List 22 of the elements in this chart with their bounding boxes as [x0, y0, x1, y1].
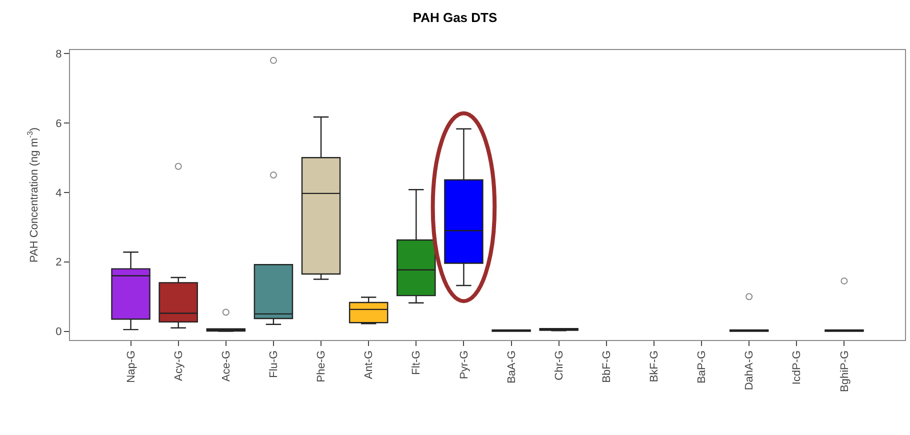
x-tick-label: BghiP-G: [838, 350, 851, 392]
chart-title: PAH Gas DTS: [412, 10, 498, 26]
x-tick-label: Ant-G: [363, 350, 376, 380]
x-tick-label: Flt-G: [410, 350, 423, 375]
x-tick-label: Phe-G: [316, 350, 328, 382]
y-tick-label: 2: [56, 256, 62, 269]
x-tick-label: BbF-G: [600, 350, 613, 383]
x-tick-label: Ace-G: [220, 350, 232, 382]
x-tick-label: Acy-G: [172, 350, 185, 381]
y-tick-label: 8: [56, 48, 62, 60]
y-tick-label: 0: [56, 326, 62, 338]
x-tick-label: IcdP-G: [791, 350, 804, 385]
x-tick-label: BaP-G: [696, 350, 708, 384]
x-tick-label: Pyr-G: [458, 350, 470, 380]
y-tick-label: 6: [56, 118, 62, 130]
x-tick-label: Chr-G: [553, 350, 566, 380]
x-tick-label: BkF-G: [648, 350, 661, 382]
y-tick-label: 4: [56, 187, 62, 200]
x-tick-label: Nap-G: [125, 350, 138, 383]
x-tick-label: DahA-G: [744, 350, 756, 390]
x-tick-label: BaA-G: [506, 350, 518, 384]
x-tick-label: Flu-G: [268, 350, 280, 378]
